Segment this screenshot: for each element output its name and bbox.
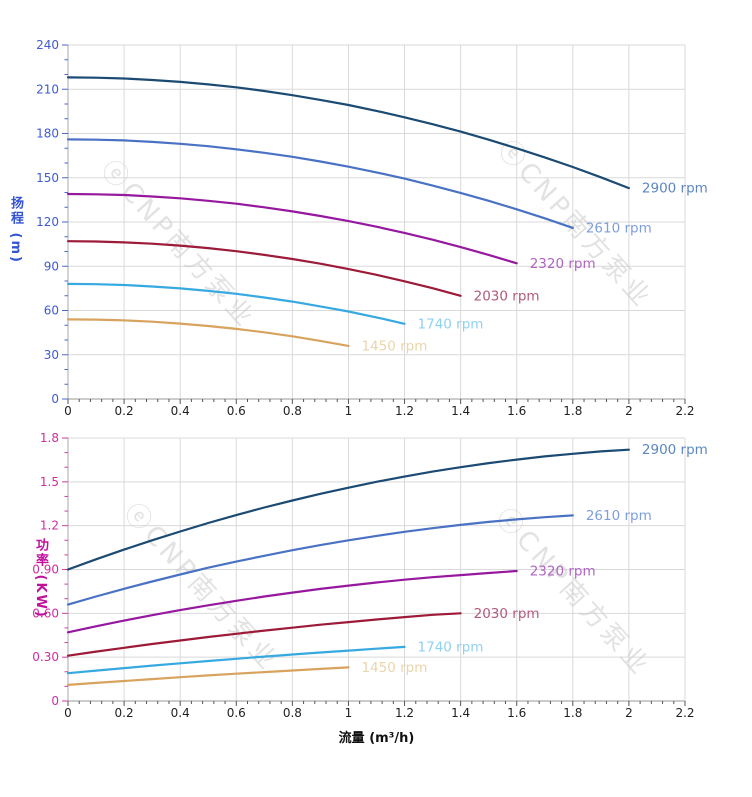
x-tick-label: 0.4 <box>171 404 190 418</box>
y-tick-label: 240 <box>36 38 59 52</box>
x-tick-label: 0.6 <box>227 404 246 418</box>
x-tick-label: 0 <box>64 404 72 418</box>
series-label-2030-rpm: 2030 rpm <box>474 606 540 622</box>
y-tick-label: 1.5 <box>40 475 59 489</box>
x-tick-label: 0.2 <box>115 404 134 418</box>
series-curve-2320-rpm <box>66 569 518 634</box>
series-label-1450-rpm: 1450 rpm <box>361 338 427 354</box>
x-tick-label: 1 <box>345 404 353 418</box>
series-curve-1740-rpm <box>66 645 406 675</box>
x-tick-label: 0.8 <box>283 706 302 720</box>
y-tick-label: 210 <box>36 82 59 96</box>
series-curve-2900-rpm <box>66 76 630 190</box>
x-tick-label: 1.6 <box>507 706 526 720</box>
series-curve-2610-rpm <box>66 138 574 229</box>
series-curve-2900-rpm <box>66 448 630 571</box>
flow-axis-title: 流量 (m³/h) <box>338 731 415 746</box>
y-tick-label: 0 <box>51 392 59 406</box>
y-tick-label: 0.90 <box>32 563 59 577</box>
series-curve-2030-rpm <box>66 240 462 297</box>
series-curve-2320-rpm <box>66 192 518 265</box>
series-curve-1450-rpm <box>66 318 350 347</box>
series-curve-2030-rpm <box>66 612 462 657</box>
x-tick-label: 2 <box>625 706 633 720</box>
series-label-2320-rpm: 2320 rpm <box>530 563 596 579</box>
y-tick-label: 150 <box>36 171 59 185</box>
x-tick-label: 0.8 <box>283 404 302 418</box>
y-tick-label: 1.8 <box>40 431 59 445</box>
x-tick-label: 1.8 <box>563 404 582 418</box>
series-label-2610-rpm: 2610 rpm <box>586 508 652 524</box>
y-tick-label: 1.2 <box>40 519 59 533</box>
x-tick-label: 1.2 <box>395 404 414 418</box>
y-tick-label: 0 <box>51 694 59 708</box>
x-tick-label: 0 <box>64 706 72 720</box>
x-tick-label: 2.2 <box>675 706 694 720</box>
x-tick-label: 1.8 <box>563 706 582 720</box>
series-label-1740-rpm: 1740 rpm <box>418 316 484 332</box>
series-label-2900-rpm: 2900 rpm <box>642 181 708 197</box>
y-tick-label: 0.30 <box>32 650 59 664</box>
y-tick-label: 180 <box>36 127 59 141</box>
series-label-2030-rpm: 2030 rpm <box>474 288 540 304</box>
x-tick-label: 1 <box>345 706 353 720</box>
x-tick-label: 0.6 <box>227 706 246 720</box>
y-tick-label: 90 <box>44 259 59 273</box>
x-tick-label: 0.4 <box>171 706 190 720</box>
y-tick-label: 0.60 <box>32 606 59 620</box>
series-label-1450-rpm: 1450 rpm <box>361 660 427 676</box>
series-label-1740-rpm: 1740 rpm <box>418 639 484 655</box>
y-tick-label: 120 <box>36 215 59 229</box>
head-axis-title: 扬程 (m) <box>8 196 23 264</box>
series-curve-1450-rpm <box>66 666 350 686</box>
x-tick-label: 1.4 <box>451 404 470 418</box>
x-tick-label: 2.2 <box>675 404 694 418</box>
y-tick-label: 30 <box>44 348 59 362</box>
x-tick-label: 0.2 <box>115 706 134 720</box>
x-tick-label: 1.4 <box>451 706 470 720</box>
x-tick-label: 2 <box>625 404 633 418</box>
power-axis-title: 功率 (KW) <box>33 538 48 619</box>
series-label-2610-rpm: 2610 rpm <box>586 220 652 236</box>
series-label-2320-rpm: 2320 rpm <box>530 256 596 272</box>
series-label-2900-rpm: 2900 rpm <box>642 442 708 458</box>
series-curve-1740-rpm <box>66 282 406 325</box>
x-tick-label: 1.2 <box>395 706 414 720</box>
x-tick-label: 1.6 <box>507 404 526 418</box>
series-curve-2610-rpm <box>66 514 574 606</box>
y-tick-label: 60 <box>44 304 59 318</box>
